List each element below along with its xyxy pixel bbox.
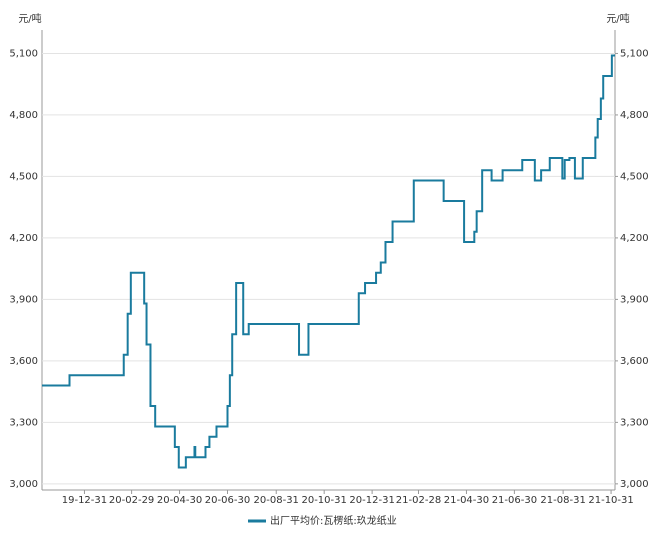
line-series — [42, 54, 615, 469]
x-tick-label: 20-04-30 — [157, 495, 202, 506]
y2-tick-label: 3,000 — [620, 479, 649, 490]
x-tick-label: 21-02-28 — [396, 495, 441, 506]
x-tick-label: 20-12-31 — [349, 495, 394, 506]
y2-tick-label: 4,500 — [620, 171, 649, 182]
x-tick-label: 20-08-31 — [254, 495, 299, 506]
x-tick-label: 19-12-31 — [62, 495, 107, 506]
y-tick-label: 3,000 — [9, 479, 38, 490]
x-tick-label: 20-10-31 — [301, 495, 346, 506]
y2-tick-label: 3,300 — [620, 417, 649, 428]
y-tick-label: 4,200 — [9, 233, 38, 244]
y-tick-label: 4,500 — [9, 171, 38, 182]
x-tick-label: 21-04-30 — [444, 495, 489, 506]
legend-label: 出厂平均价:瓦楞纸:玖龙纸业 — [270, 514, 397, 527]
y-tick-label: 3,300 — [9, 417, 38, 428]
y-tick-label: 3,600 — [9, 356, 38, 367]
x-tick-label: 20-02-29 — [109, 495, 154, 506]
x-tick-label: 21-10-31 — [588, 495, 633, 506]
x-tick-label: 21-08-31 — [540, 495, 585, 506]
x-tick-label: 20-06-30 — [205, 495, 250, 506]
y-axis-label: 元/吨 — [18, 12, 41, 25]
y-tick-label: 4,800 — [9, 110, 38, 121]
y2-tick-label: 3,600 — [620, 356, 649, 367]
y2-axis-label: 元/吨 — [606, 12, 629, 25]
y2-tick-label: 4,200 — [620, 233, 649, 244]
y2-tick-label: 4,800 — [620, 110, 649, 121]
y-tick-label: 3,900 — [9, 294, 38, 305]
y2-tick-label: 3,900 — [620, 294, 649, 305]
y2-tick-label: 5,100 — [620, 48, 649, 59]
y-tick-label: 5,100 — [9, 48, 38, 59]
x-tick-label: 21-06-30 — [492, 495, 537, 506]
